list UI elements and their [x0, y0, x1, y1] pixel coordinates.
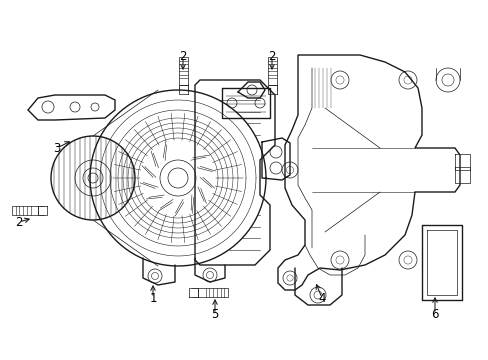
- Polygon shape: [195, 80, 274, 265]
- Text: 1: 1: [149, 292, 157, 305]
- Text: 3: 3: [53, 141, 61, 154]
- Text: 5: 5: [211, 307, 218, 320]
- Text: 6: 6: [430, 307, 438, 320]
- Text: 2: 2: [268, 50, 275, 63]
- Text: 2: 2: [15, 216, 23, 229]
- Polygon shape: [28, 95, 115, 120]
- Polygon shape: [278, 55, 459, 290]
- Text: 2: 2: [179, 50, 186, 63]
- Text: 4: 4: [318, 292, 325, 305]
